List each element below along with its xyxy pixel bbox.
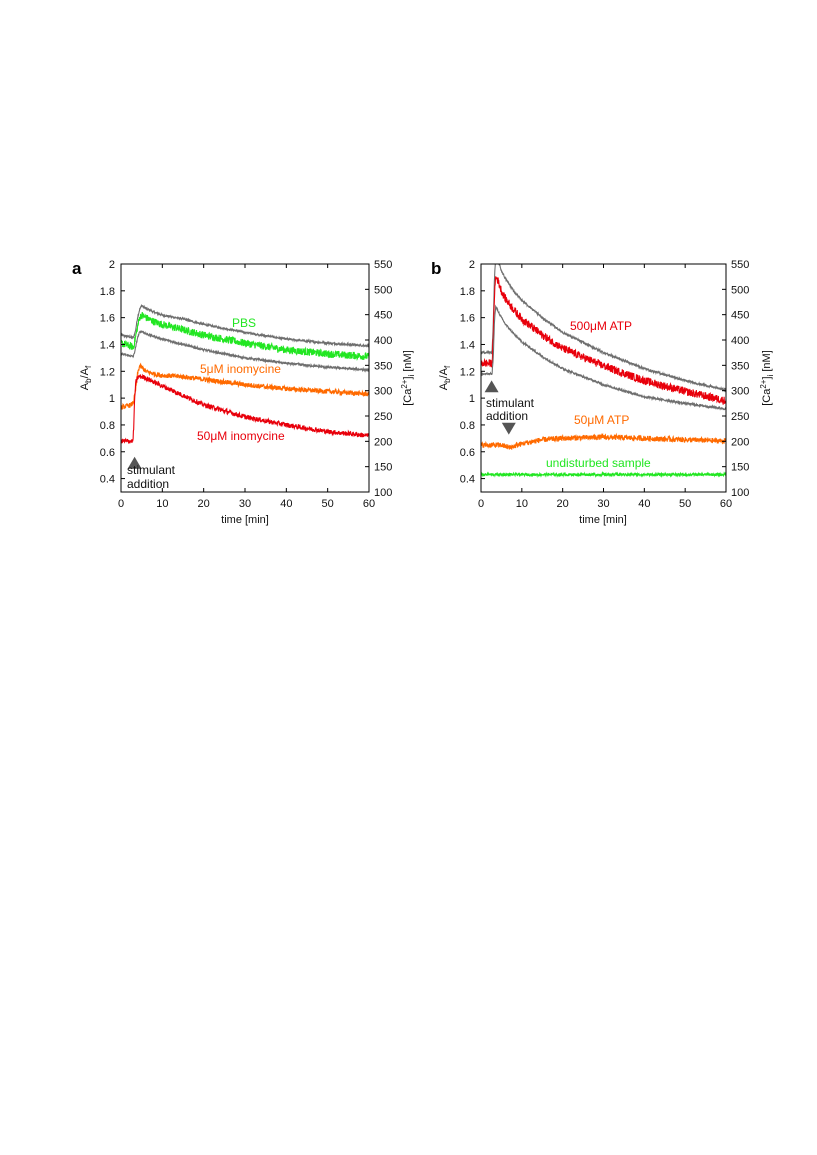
panel-a-y2-tick-label: 300 xyxy=(374,386,392,398)
panel-a-y2-tick-label: 500 xyxy=(374,284,392,296)
panel-b-marker-text-line2: addition xyxy=(486,409,528,423)
panel-a-y-tick-label: 1.6 xyxy=(100,313,115,325)
panel-b-y-tick-label: 0.8 xyxy=(460,420,475,432)
panel-a-chart: 0 10 20 30 40 50 60 0.4 0.6 0.8 1 1.2 1.4 1.6 1.8 2 100 1… xyxy=(79,259,416,526)
panel-b-y-tick-label: 1.2 xyxy=(460,366,475,378)
panel-b-y2-tick-label: 100 xyxy=(731,487,749,499)
panel-b-y2-tick-label: 550 xyxy=(731,259,749,271)
panel-a-label-5um-inomycine: 5μM inomycine xyxy=(200,362,281,376)
panel-a-series-2 xyxy=(121,330,369,373)
panel-a-x-tick-label: 10 xyxy=(156,498,168,510)
panel-b-label-500um-atp: 500μM ATP xyxy=(570,319,632,333)
panel-a-x-tick-label: 40 xyxy=(280,498,292,510)
panel-a-x-axis-label: time [min] xyxy=(221,514,269,526)
panel-a-x-tick-label: 30 xyxy=(239,498,251,510)
panel-b-series-3 xyxy=(481,432,726,451)
panel-a-x-tick-label: 60 xyxy=(363,498,375,510)
panel-a-y-axis-label: Ab/Af xyxy=(79,365,93,390)
panel-b-ticks: 0 10 20 30 40 50 60 0.4 0.6 0.8 1 1.2 1.4 1.6 1.8 2 100 1… xyxy=(460,259,750,510)
panel-b-letter: b xyxy=(431,259,441,278)
panel-a-y-tick-label: 1.2 xyxy=(100,366,115,378)
panel-a-y2-tick-label: 450 xyxy=(374,310,392,322)
panel-b-second-addition-marker xyxy=(501,422,516,435)
panel-a-y-tick-label: 0.8 xyxy=(100,420,115,432)
panel-b-series xyxy=(481,264,726,479)
panel-a-y2-tick-label: 200 xyxy=(374,436,392,448)
panel-a-marker-text-line1: stimulant xyxy=(127,463,176,477)
panel-b-y-axis-label: Ab/Af xyxy=(438,365,452,390)
panel-a-y2-tick-label: 150 xyxy=(374,462,392,474)
panel-a-label-pbs: PBS xyxy=(232,316,256,330)
panel-a-y-tick-label: 2 xyxy=(109,259,115,271)
panel-a-series-4 xyxy=(121,373,369,445)
panel-b-y-tick-label: 1.6 xyxy=(460,313,475,325)
panel-a-series-1 xyxy=(121,312,369,361)
panel-a-y2-tick-label: 100 xyxy=(374,487,392,499)
panel-b-x-tick-label: 60 xyxy=(720,498,732,510)
panel-a-series-0 xyxy=(121,303,369,348)
panel-a-y2-tick-label: 550 xyxy=(374,259,392,271)
panel-b-x-axis-label: time [min] xyxy=(579,514,627,526)
panel-b-y2-tick-label: 250 xyxy=(731,411,749,423)
panel-b-y-tick-label: 1.8 xyxy=(460,286,475,298)
panel-b-series-4 xyxy=(481,471,726,479)
panel-b-y2-tick-label: 300 xyxy=(731,386,749,398)
panel-b-y2-axis-label: [Ca2+]i [nM] xyxy=(759,350,775,406)
panel-b-y2-tick-label: 400 xyxy=(731,335,749,347)
panel-a-y-tick-label: 0.4 xyxy=(100,474,115,486)
panel-a-y2-tick-label: 400 xyxy=(374,335,392,347)
panel-b-series-2 xyxy=(481,304,726,411)
panel-a-series-3 xyxy=(121,362,369,411)
panel-a-plot-frame xyxy=(120,263,370,493)
panel-b-y-tick-label: 2 xyxy=(469,259,475,271)
panel-b-chart: 0 10 20 30 40 50 60 0.4 0.6 0.8 1 1.2 1.4 1.6 1.8 2 100 1… xyxy=(438,259,775,526)
panel-b-series-0 xyxy=(481,264,726,393)
panel-a-y-tick-label: 0.6 xyxy=(100,447,115,459)
panel-a-series xyxy=(121,303,369,445)
panel-a-x-tick-label: 50 xyxy=(322,498,334,510)
panel-b-label-undisturbed-sample: undisturbed sample xyxy=(546,456,651,470)
panel-b-label-50um-atp: 50μM ATP xyxy=(574,413,629,427)
panel-a-letter: a xyxy=(72,259,82,278)
panel-b-marker-text-line1: stimulant xyxy=(486,396,535,410)
panel-b-y2-tick-label: 350 xyxy=(731,360,749,372)
panel-a-y-tick-label: 1 xyxy=(109,393,115,405)
panel-a-y2-tick-label: 250 xyxy=(374,411,392,423)
panel-a-marker-text-line2: addition xyxy=(127,477,169,491)
panel-a-y-tick-label: 1.8 xyxy=(100,286,115,298)
panel-b-y-tick-label: 1.4 xyxy=(460,339,475,351)
panel-a-stimulant-addition-marker xyxy=(127,456,142,469)
panel-a-y-tick-label: 1.4 xyxy=(100,339,115,351)
panel-b-x-tick-label: 0 xyxy=(478,498,484,510)
panel-b-x-tick-label: 20 xyxy=(557,498,569,510)
panel-b-y-tick-label: 0.6 xyxy=(460,447,475,459)
panel-b-y2-tick-label: 200 xyxy=(731,436,749,448)
panel-b-y-tick-label: 0.4 xyxy=(460,474,475,486)
panel-a-y2-tick-label: 350 xyxy=(374,360,392,372)
panel-a-ticks: 0 10 20 30 40 50 60 0.4 0.6 0.8 1 1.2 1.4 1.6 1.8 2 100 1… xyxy=(100,259,393,510)
panel-b-y2-tick-label: 500 xyxy=(731,284,749,296)
panel-b-y2-tick-label: 150 xyxy=(731,462,749,474)
panel-b-x-tick-label: 10 xyxy=(516,498,528,510)
panel-a-y2-axis-label: [Ca2+]i [nM] xyxy=(400,350,416,406)
panel-a-label-50um-inomycine: 50μM inomycine xyxy=(197,429,285,443)
panel-b-y2-tick-label: 450 xyxy=(731,310,749,322)
panel-b-series-1 xyxy=(481,276,726,405)
panel-b-x-tick-label: 50 xyxy=(679,498,691,510)
panel-b-stimulant-addition-marker xyxy=(484,380,499,393)
panel-b-y-tick-label: 1 xyxy=(469,393,475,405)
panel-a-x-tick-label: 20 xyxy=(198,498,210,510)
panel-b-x-tick-label: 40 xyxy=(638,498,650,510)
panel-b-x-tick-label: 30 xyxy=(597,498,609,510)
panel-a-x-tick-label: 0 xyxy=(118,498,124,510)
